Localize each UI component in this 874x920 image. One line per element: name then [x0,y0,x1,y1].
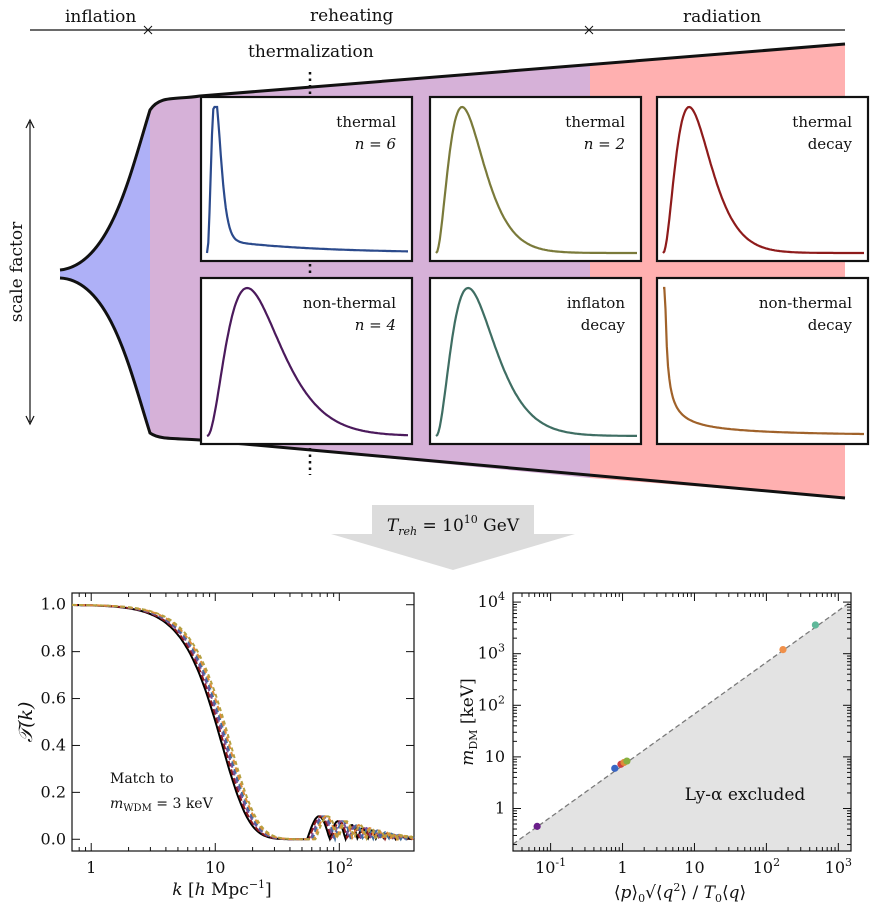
chart1-xtick-2: 102 [326,856,353,877]
chart2-point-4 [623,757,631,765]
scale-factor-axis: scale factor [7,118,35,426]
chart1-frame [71,592,415,852]
phase-radiation: radiation [683,7,761,27]
chart2-point-6 [811,621,820,629]
chart2-xtick-3: 102 [753,856,780,877]
chart2-region-label: Ly-α excluded [685,785,806,805]
panel-1: thermal n = 2 [428,95,643,263]
chart2-xlabel: ⟨p⟩0√⟨q2⟩ / T0⟨q⟩ [614,881,746,905]
panel-3-curve [206,286,408,437]
panel-2-label1: thermal [792,113,852,131]
chart2-ylabel: mDM [keV] [458,678,480,766]
panel-3-label2: n = 4 [355,316,396,334]
panel-2-curve [662,105,864,255]
thermalization-label: thermalization [248,42,374,62]
chart1-ytick-0: 0.0 [41,829,66,848]
panel-5-curve [663,286,864,436]
chart2-ytick-2: 102 [478,693,505,714]
chart2-point-0 [533,822,541,830]
panel-4-curve [435,286,637,437]
transfer-function-chart: 1 10 102 0.0 0.2 0.4 0.6 0.8 1.0 Match to mWDM =… [15,592,415,900]
scale-factor-label: scale factor [7,221,27,322]
panel-4-label2: decay [581,316,626,334]
phase-inflation: inflation [65,7,136,27]
chart2-ytick-0: 1 [495,798,505,817]
chart1-ylabel: 𝒯(k) [15,702,37,743]
panel-4-label1: inflaton [567,294,625,312]
chart1-annotation-line2: mWDM = 3 keV [110,796,214,814]
chart1-series-5 [72,603,415,842]
panel-3-label1: non-thermal [303,294,396,312]
chart2-ytick-4: 104 [478,590,505,611]
chart1-xtick-1: 10 [205,858,225,877]
panel-1-label1: thermal [565,113,625,131]
panel-0: thermal n = 6 [199,95,414,263]
panel-5-label1: non-thermal [759,294,852,312]
phase-reheating: reheating [310,6,394,26]
chart2-xtick-2: 10 [684,858,704,877]
panel-2: thermal decay [655,95,870,263]
chart2-ytick-3: 103 [478,642,505,663]
panel-1-label2: n = 2 [584,135,625,153]
chart1-ytick-1: 0.2 [41,782,66,801]
chart1-xlabel: k [h Mpc−1] [172,878,271,900]
panel-0-curve [205,105,408,254]
chart2-frame [512,592,852,852]
bound-line [512,601,852,845]
inflation-region [60,110,150,433]
chart1-ytick-4: 0.8 [41,642,66,661]
chart2-point-1 [611,764,619,772]
chart1-annotation-line1: Match to [110,771,174,787]
lya-excluded-region [513,593,851,851]
panel-2-label2: decay [808,135,853,153]
chart1-ytick-5: 1.0 [41,595,66,614]
timeline-header: inflation reheating radiation thermaliza… [30,6,845,62]
chart2-point-5 [779,646,787,654]
chart2-xtick-1: 1 [617,858,627,877]
panel-1-curve [435,105,637,255]
panel-5: non-thermal decay [655,276,870,446]
treh-arrow: Treh = 1010 GeV [331,505,575,570]
chart1-ytick-3: 0.6 [41,689,66,708]
panel-4: inflaton decay [428,276,643,446]
panel-0-label2: n = 6 [355,135,397,153]
panel-0-label1: thermal [336,113,396,131]
treh-label: Treh = 1010 GeV [387,513,520,538]
chart2-xtick-0: 10-1 [535,856,566,877]
panel-3: non-thermal n = 4 [199,276,414,446]
chart2-ytick-1: 10 [485,747,505,766]
panel-5-label2: decay [808,316,853,334]
chart1-xtick-0: 1 [86,858,96,877]
chart1-ytick-2: 0.4 [41,735,66,754]
chart2-xtick-4: 103 [825,856,852,877]
